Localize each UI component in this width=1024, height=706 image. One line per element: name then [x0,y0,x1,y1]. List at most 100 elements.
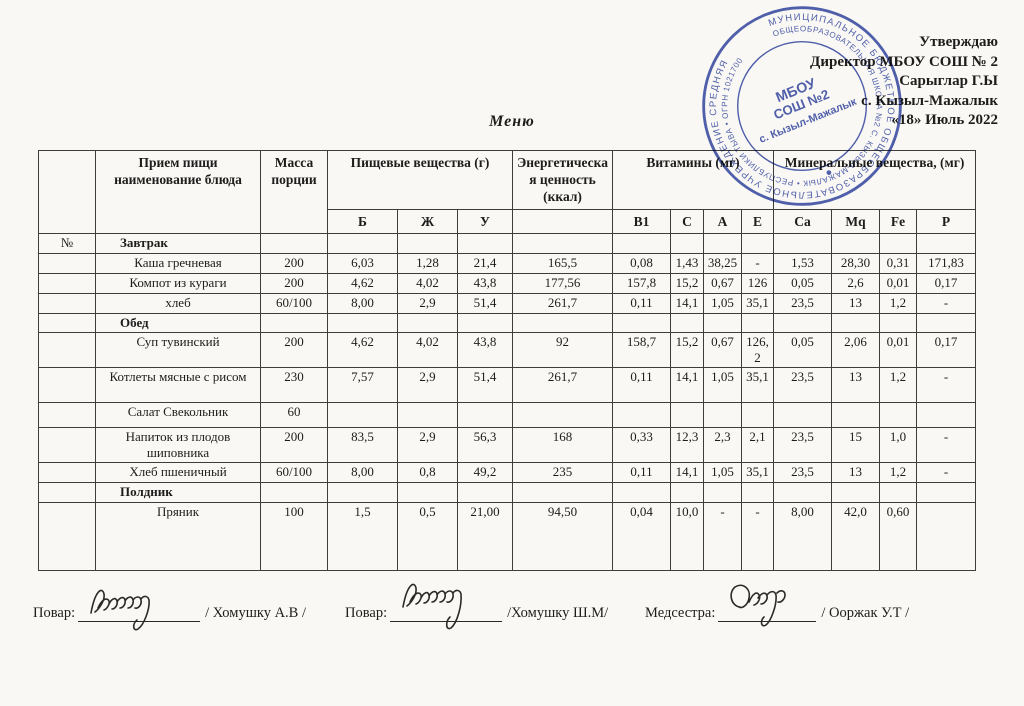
value-cell [773,233,833,254]
value-cell: 168 [512,427,614,463]
value-cell: 14,1 [670,367,705,403]
subheader-e: E [741,209,775,234]
value-cell: 2,9 [397,293,458,314]
approval-line: «18» Июль 2022 [891,112,998,128]
value-cell: 8,00 [327,293,398,314]
value-cell: 0,17 [916,273,977,294]
value-cell [916,313,977,333]
value-cell: 2,3 [703,427,743,463]
dish-cell: Напиток из плодов шиповника [95,427,261,463]
value-cell: 2,06 [831,332,881,368]
value-cell: 177,56 [512,273,614,294]
value-cell [327,233,398,254]
value-cell [456,402,514,428]
value-cell: 2,9 [397,427,458,463]
header-mass: Масса порции [260,150,328,234]
value-cell: 15 [831,427,881,463]
value-cell: 0,5 [397,502,458,571]
value-cell: 0,05 [773,273,833,294]
value-cell: 14,1 [670,462,705,483]
value-cell [773,402,833,428]
table-row: Салат Свекольник 60 [38,402,977,428]
value-cell [327,313,398,333]
row-number-cell [38,253,96,274]
value-cell: 1,0 [879,427,918,463]
value-cell: 23,5 [773,293,833,314]
value-cell: 23,5 [773,462,833,483]
value-cell [327,482,398,503]
mass-cell [260,233,328,254]
value-cell: 0,31 [879,253,918,274]
value-cell: - [741,502,775,571]
value-cell: 35,1 [741,293,775,314]
row-number-cell [38,427,96,463]
cook2-label: Повар: [345,605,388,621]
value-cell [456,313,514,333]
mass-cell: 100 [260,502,328,571]
value-cell: 6,03 [327,253,398,274]
value-cell [916,502,977,571]
row-number-cell [38,273,96,294]
value-cell: 261,7 [512,367,614,403]
value-cell [831,313,881,333]
value-cell [397,402,458,428]
mass-cell: 200 [260,273,328,294]
value-cell [916,402,977,428]
mass-cell [260,482,328,503]
value-cell: 28,30 [831,253,881,274]
value-cell: 0,08 [612,253,672,274]
table-row: Суп тувинский 200 4,62 4,02 43,8 92 158,7 15,2 0… [38,332,977,368]
table-row: Напиток из плодов шиповника 200 83,5 2,9 56,… [38,427,977,463]
row-number-cell [38,293,96,314]
subheader-mq: Mq [831,209,881,234]
value-cell: 51,4 [456,293,514,314]
value-cell: 21,00 [456,502,514,571]
value-cell [397,482,458,503]
value-cell [512,233,614,254]
dish-cell: Суп тувинский [95,332,261,368]
value-cell: 0,01 [879,273,918,294]
value-cell: 42,0 [831,502,881,571]
value-cell: 38,25 [703,253,743,274]
value-cell: 15,2 [670,332,705,368]
mass-cell: 200 [260,427,328,463]
dish-cell: хлеб [95,293,261,314]
value-cell: - [916,293,977,314]
table-row: Котлеты мясные с рисом 230 7,57 2,9 51,4 261,… [38,367,977,403]
value-cell: - [916,367,977,403]
table-row: № Завтрак [38,233,977,254]
value-cell: 0,11 [612,462,672,483]
nurse-signature-icon [730,584,787,627]
value-cell: 1,53 [773,253,833,274]
dish-cell: Пряник [95,502,261,571]
cook2-signature-icon [402,583,462,630]
value-cell: 0,05 [773,332,833,368]
value-cell [703,402,743,428]
value-cell: 0,33 [612,427,672,463]
nurse-name: / Ооржак У.Т / [821,605,910,621]
nurse-signature-block: Медсестра: / Ооржак У.Т / [645,584,910,627]
value-cell: 43,8 [456,332,514,368]
cook1-name: / Хомушку А.В / [205,605,307,621]
value-cell [670,233,705,254]
value-cell [670,313,705,333]
value-cell: 1,2 [879,293,918,314]
mass-cell: 60/100 [260,462,328,483]
value-cell: 15,2 [670,273,705,294]
cook2-signature-block: Повар: /Хомушку Ш.М/ [345,583,608,630]
row-number-cell [38,402,96,428]
subheader-fe: Fe [879,209,918,234]
menu-table-body: № Завтрак Каша гречневая 200 6,03 1,28 21,4 165… [38,233,977,571]
value-cell: 8,00 [327,462,398,483]
mass-cell: 230 [260,367,328,403]
value-cell: 13 [831,462,881,483]
page-title: Меню [489,113,535,130]
value-cell: 171,83 [916,253,977,274]
value-cell [612,233,672,254]
value-cell [916,233,977,254]
value-cell [831,233,881,254]
value-cell: 4,02 [397,273,458,294]
value-cell [397,313,458,333]
value-cell: 21,4 [456,253,514,274]
menu-table: Прием пищи наименование блюда Масса порц… [38,150,977,571]
